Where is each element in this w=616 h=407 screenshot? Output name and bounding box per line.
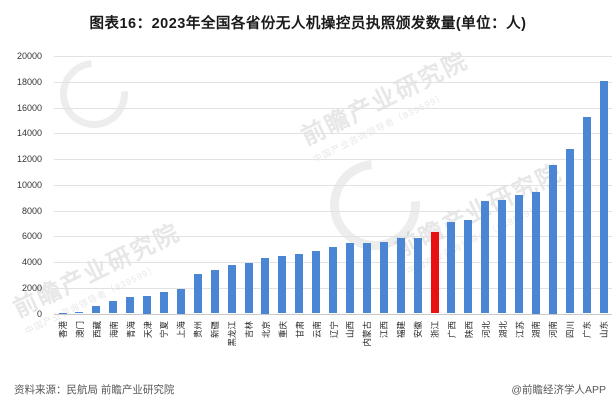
gridline-y-6000 [54, 236, 612, 238]
x-axis-label-安徽: 安徽 [413, 320, 423, 338]
bar-北京 [261, 257, 270, 314]
bar-陕西 [464, 220, 473, 314]
y-axis-tick-label: 12000 [16, 154, 42, 164]
bar-重庆 [278, 255, 287, 314]
bar-山东 [599, 81, 608, 314]
bar-安徽 [413, 237, 422, 314]
x-axis-label-湖北: 湖北 [497, 320, 508, 338]
x-axis-label-海南: 海南 [108, 320, 119, 338]
bar-西藏 [92, 305, 101, 314]
bar-云南 [312, 251, 321, 314]
bar-澳门 [75, 312, 84, 314]
x-axis-label-河南: 河南 [548, 320, 559, 338]
source-note: 资料来源：民航局 前瞻产业研究院 [14, 384, 175, 396]
x-axis-label-福建: 福建 [396, 320, 407, 338]
bar-广东 [582, 117, 591, 314]
bar-江苏 [515, 195, 523, 314]
gridline-y-18000 [54, 81, 612, 83]
bar-内蒙古 [362, 243, 371, 314]
bar-四川 [565, 149, 574, 314]
x-axis-label-内蒙古: 内蒙古 [362, 320, 373, 347]
bar-浙江 [430, 231, 439, 314]
x-axis-label-上海: 上海 [176, 320, 187, 338]
y-axis-tick-label: 6000 [21, 231, 42, 242]
bar-青海 [126, 297, 135, 314]
y-axis-tick-label: 18000 [16, 76, 42, 87]
y-axis-tick-label: 16000 [16, 102, 42, 113]
x-axis-label-浙江: 浙江 [430, 320, 440, 338]
y-axis-tick-label: 14000 [16, 128, 42, 139]
chart-title: 图表16：2023年全国各省份无人机操控员执照颁发数量(单位：人) [89, 16, 527, 32]
x-axis-label-河北: 河北 [480, 320, 491, 338]
y-axis-tick-label: 4000 [21, 257, 42, 267]
x-axis-label-山东: 山东 [599, 320, 609, 338]
x-axis-label-新疆: 新疆 [210, 320, 221, 338]
bar-河北 [481, 201, 490, 314]
y-axis-tick-label: 2000 [21, 282, 42, 293]
x-axis-label-湖南: 湖南 [531, 320, 542, 338]
y-axis-tick-label: 0 [36, 308, 42, 319]
x-axis-label-四川: 四川 [565, 320, 576, 338]
y-axis-tick-label: 20000 [16, 51, 42, 61]
bar-湖南 [531, 192, 540, 314]
x-axis-label-澳门: 澳门 [74, 320, 85, 338]
x-axis-label-江苏: 江苏 [514, 320, 525, 338]
x-axis-label-甘肃: 甘肃 [294, 320, 305, 338]
bar-贵州 [193, 273, 202, 314]
bar-河南 [548, 164, 557, 314]
bar-上海 [176, 289, 185, 314]
x-axis-label-山西: 山西 [345, 320, 356, 338]
x-axis-label-香港: 香港 [58, 320, 68, 338]
gridline-y-10000 [54, 184, 612, 186]
bar-天津 [143, 295, 151, 314]
x-axis-label-陕西: 陕西 [463, 320, 474, 338]
x-axis-label-青海: 青海 [125, 320, 136, 338]
bar-辽宁 [329, 246, 337, 314]
bar-山西 [345, 243, 354, 314]
bar-湖北 [498, 199, 507, 314]
gridline-y-8000 [54, 210, 612, 212]
bar-广西 [447, 222, 456, 314]
gridline-y-12000 [54, 159, 612, 160]
x-axis-label-天津: 天津 [142, 320, 153, 338]
x-axis-label-江西: 江西 [379, 320, 390, 338]
bar-香港 [58, 312, 67, 314]
x-axis-label-吉林: 吉林 [244, 320, 254, 338]
bar-海南 [109, 301, 118, 314]
x-axis-label-广西: 广西 [446, 320, 457, 338]
x-axis-label-西藏: 西藏 [91, 320, 102, 338]
x-axis-label-北京: 北京 [260, 320, 271, 338]
x-axis-label-辽宁: 辽宁 [328, 320, 339, 338]
bar-甘肃 [295, 253, 304, 314]
y-axis-tick-label: 10000 [16, 179, 42, 190]
bar-黑龙江 [227, 264, 236, 314]
x-axis-label-宁夏: 宁夏 [159, 320, 170, 338]
gridline-y-20000 [54, 56, 612, 57]
x-axis-label-贵州: 贵州 [193, 320, 204, 338]
bar-福建 [396, 238, 405, 314]
bar-宁夏 [159, 292, 168, 314]
bar-新疆 [210, 269, 219, 314]
gridline-y-16000 [54, 107, 612, 109]
bar-吉林 [244, 262, 253, 314]
gridline-y-0 [54, 313, 612, 315]
gridline-y-14000 [54, 133, 612, 135]
x-axis-label-黑龙江: 黑龙江 [227, 320, 237, 347]
x-axis-label-云南: 云南 [311, 320, 322, 338]
y-axis-tick-label: 8000 [21, 205, 42, 216]
bar-江西 [379, 242, 388, 314]
credit-note: @前瞻经济学人APP [511, 384, 606, 396]
x-axis-label-广东: 广东 [582, 320, 593, 338]
x-axis-label-重庆: 重庆 [277, 320, 288, 338]
